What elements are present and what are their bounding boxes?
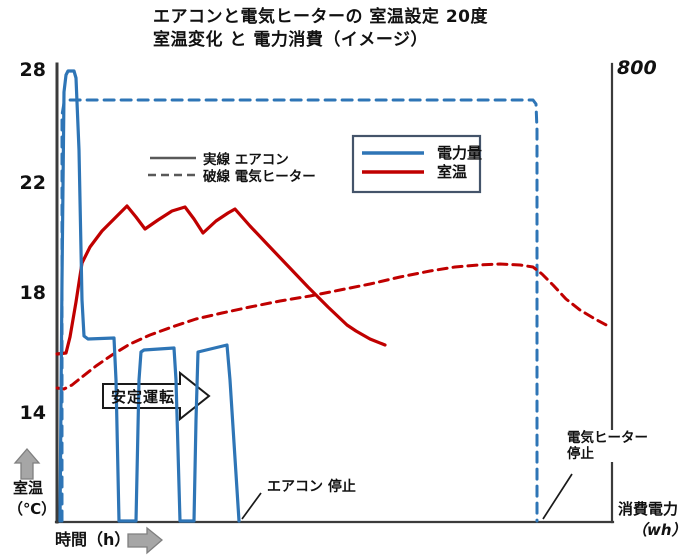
line-key-dashed-label: 破線 電気ヒーター	[203, 169, 316, 185]
page-title: エアコンと電気ヒーターの 室温設定 20度 室温変化 と 電力消費（イメージ）	[153, 6, 488, 52]
temp-aircon-line	[55, 204, 387, 356]
power-axis-label: 消費電力	[618, 500, 679, 518]
legend-box	[351, 134, 482, 194]
power-aircon-line	[58, 69, 241, 523]
time-axis-label: 時間（h）	[55, 530, 131, 549]
temp-axis-up-arrow	[13, 448, 41, 480]
power-axis-unit: （wh）	[632, 521, 687, 539]
temp-heater-line	[55, 262, 612, 391]
page-title-line1: エアコンと電気ヒーターの 室温設定 20度	[153, 7, 488, 27]
heater-stop-label-line2: 停止	[567, 446, 594, 462]
line-key-solid-label: 実線 エアコン	[203, 152, 289, 168]
time-axis-right-arrow	[127, 526, 164, 555]
legend-power-label: 電力量	[437, 144, 483, 162]
heater-stop-leader	[542, 473, 573, 520]
heater-stop-label: 電気ヒーター 停止	[564, 430, 651, 462]
stable-operation-label: 安定運転	[111, 388, 176, 406]
temp-axis-unit: （℃）	[8, 500, 57, 518]
y-left-tick-22: 22	[19, 172, 46, 194]
temp-axis-label: 室温	[13, 479, 44, 497]
y-left-tick-18: 18	[19, 282, 46, 304]
y-left-tick-28: 28	[19, 59, 46, 81]
y-right-tick-800: 800	[617, 57, 657, 79]
page-title-line2: 室温変化 と 電力消費（イメージ）	[153, 30, 428, 50]
aircon-stop-label: エアコン 停止	[267, 479, 356, 495]
legend-temp-label: 室温	[437, 163, 468, 181]
heater-stop-label-line1: 電気ヒーター	[567, 430, 648, 446]
aircon-stop-leader	[241, 492, 262, 520]
y-left-tick-14: 14	[19, 402, 46, 424]
